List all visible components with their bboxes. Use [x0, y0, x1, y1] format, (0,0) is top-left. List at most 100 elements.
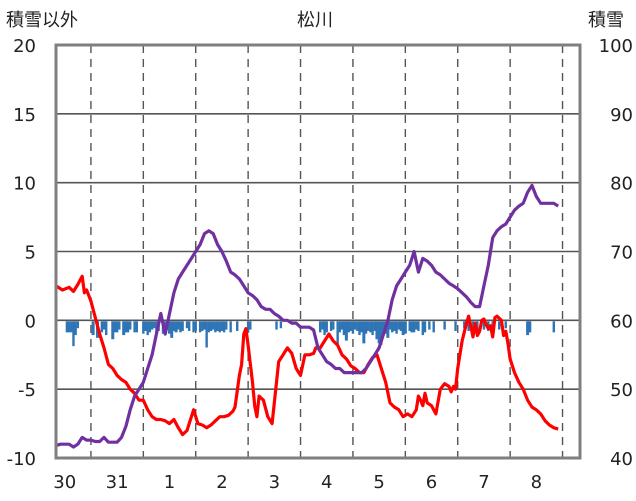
y-tick-label-right: 60 [610, 311, 633, 332]
bar [382, 321, 385, 333]
y-tick-label-right: 90 [610, 105, 633, 126]
bar [150, 321, 154, 330]
right-axis-label: 積雪 [588, 10, 624, 31]
y-tick-label-left: 0 [25, 311, 36, 332]
chart-title: 松川 [297, 10, 333, 31]
bar [428, 321, 431, 330]
bar [220, 321, 224, 331]
bar [367, 321, 370, 331]
bar [395, 321, 398, 334]
bar [504, 321, 507, 329]
bar [340, 321, 344, 330]
bar [401, 321, 405, 336]
bar [397, 321, 400, 330]
bar [321, 321, 324, 330]
bar [148, 321, 152, 333]
bar [403, 321, 407, 334]
bar [126, 321, 130, 333]
bar [201, 321, 204, 331]
bar [115, 321, 119, 333]
bar [526, 321, 530, 336]
bar [443, 321, 446, 330]
bar [209, 321, 213, 331]
bar [279, 321, 283, 329]
bar [386, 321, 390, 338]
bar [153, 321, 156, 329]
bar [336, 321, 339, 347]
bar [246, 321, 250, 333]
bar [65, 321, 69, 333]
y-tick-label-left: 15 [13, 105, 36, 126]
bar [249, 321, 252, 330]
x-tick-label: 31 [106, 472, 129, 493]
series-line-1 [55, 183, 560, 449]
bar [482, 321, 486, 330]
bar [124, 321, 128, 333]
bar [172, 321, 176, 331]
bar [528, 321, 532, 333]
y-tick-label-right: 70 [610, 243, 633, 264]
y-tick-label-left: -10 [7, 449, 36, 470]
x-tick-label: 30 [53, 472, 76, 493]
x-tick-label: 7 [478, 472, 489, 493]
bar [163, 321, 167, 331]
bar [187, 321, 191, 331]
y-tick-label-left: 20 [13, 36, 36, 57]
bar [170, 321, 174, 338]
bar [410, 321, 414, 333]
bar [423, 321, 427, 333]
y-tick-label-right: 100 [599, 36, 633, 57]
y-tick-label-left: 5 [25, 243, 36, 264]
bar [467, 321, 470, 331]
bar [415, 321, 418, 330]
bar [318, 321, 322, 333]
bar [412, 321, 416, 333]
bar [377, 321, 381, 344]
bar [369, 321, 372, 333]
y-tick-label-left: -5 [18, 380, 36, 401]
bar [67, 321, 71, 333]
bar [408, 321, 411, 331]
bar [342, 321, 346, 336]
bar [360, 321, 363, 333]
bar [105, 321, 108, 336]
bar [102, 321, 106, 330]
bar [344, 321, 348, 341]
x-tick-label: 4 [321, 472, 332, 493]
bar [391, 321, 394, 333]
bar [454, 321, 457, 331]
bar [70, 321, 73, 333]
bar [349, 321, 352, 331]
bar [76, 321, 80, 329]
bar [218, 321, 221, 333]
y-tick-label-left: 10 [13, 174, 36, 195]
bar [353, 321, 357, 330]
bar [205, 321, 208, 348]
bar [432, 321, 435, 333]
bar [323, 321, 326, 336]
bar [168, 321, 172, 334]
bar [417, 321, 420, 331]
bar [332, 321, 335, 330]
bar [177, 321, 180, 330]
bar [347, 321, 351, 333]
bar [356, 321, 359, 331]
left-axis-label: 積雪以外 [6, 10, 78, 31]
y-tick-label-right: 80 [610, 174, 633, 195]
x-tick-label: 2 [216, 472, 227, 493]
bar [118, 321, 121, 330]
bar [325, 321, 328, 333]
bar [388, 321, 392, 330]
bar [198, 321, 202, 333]
bar [192, 321, 195, 333]
plot-frame [54, 43, 582, 460]
bar [144, 321, 147, 331]
bar [142, 321, 145, 334]
bar [113, 321, 117, 333]
bar [72, 321, 75, 347]
bar [498, 321, 501, 330]
bar [380, 321, 383, 345]
bar [222, 321, 226, 333]
bar [181, 321, 184, 331]
